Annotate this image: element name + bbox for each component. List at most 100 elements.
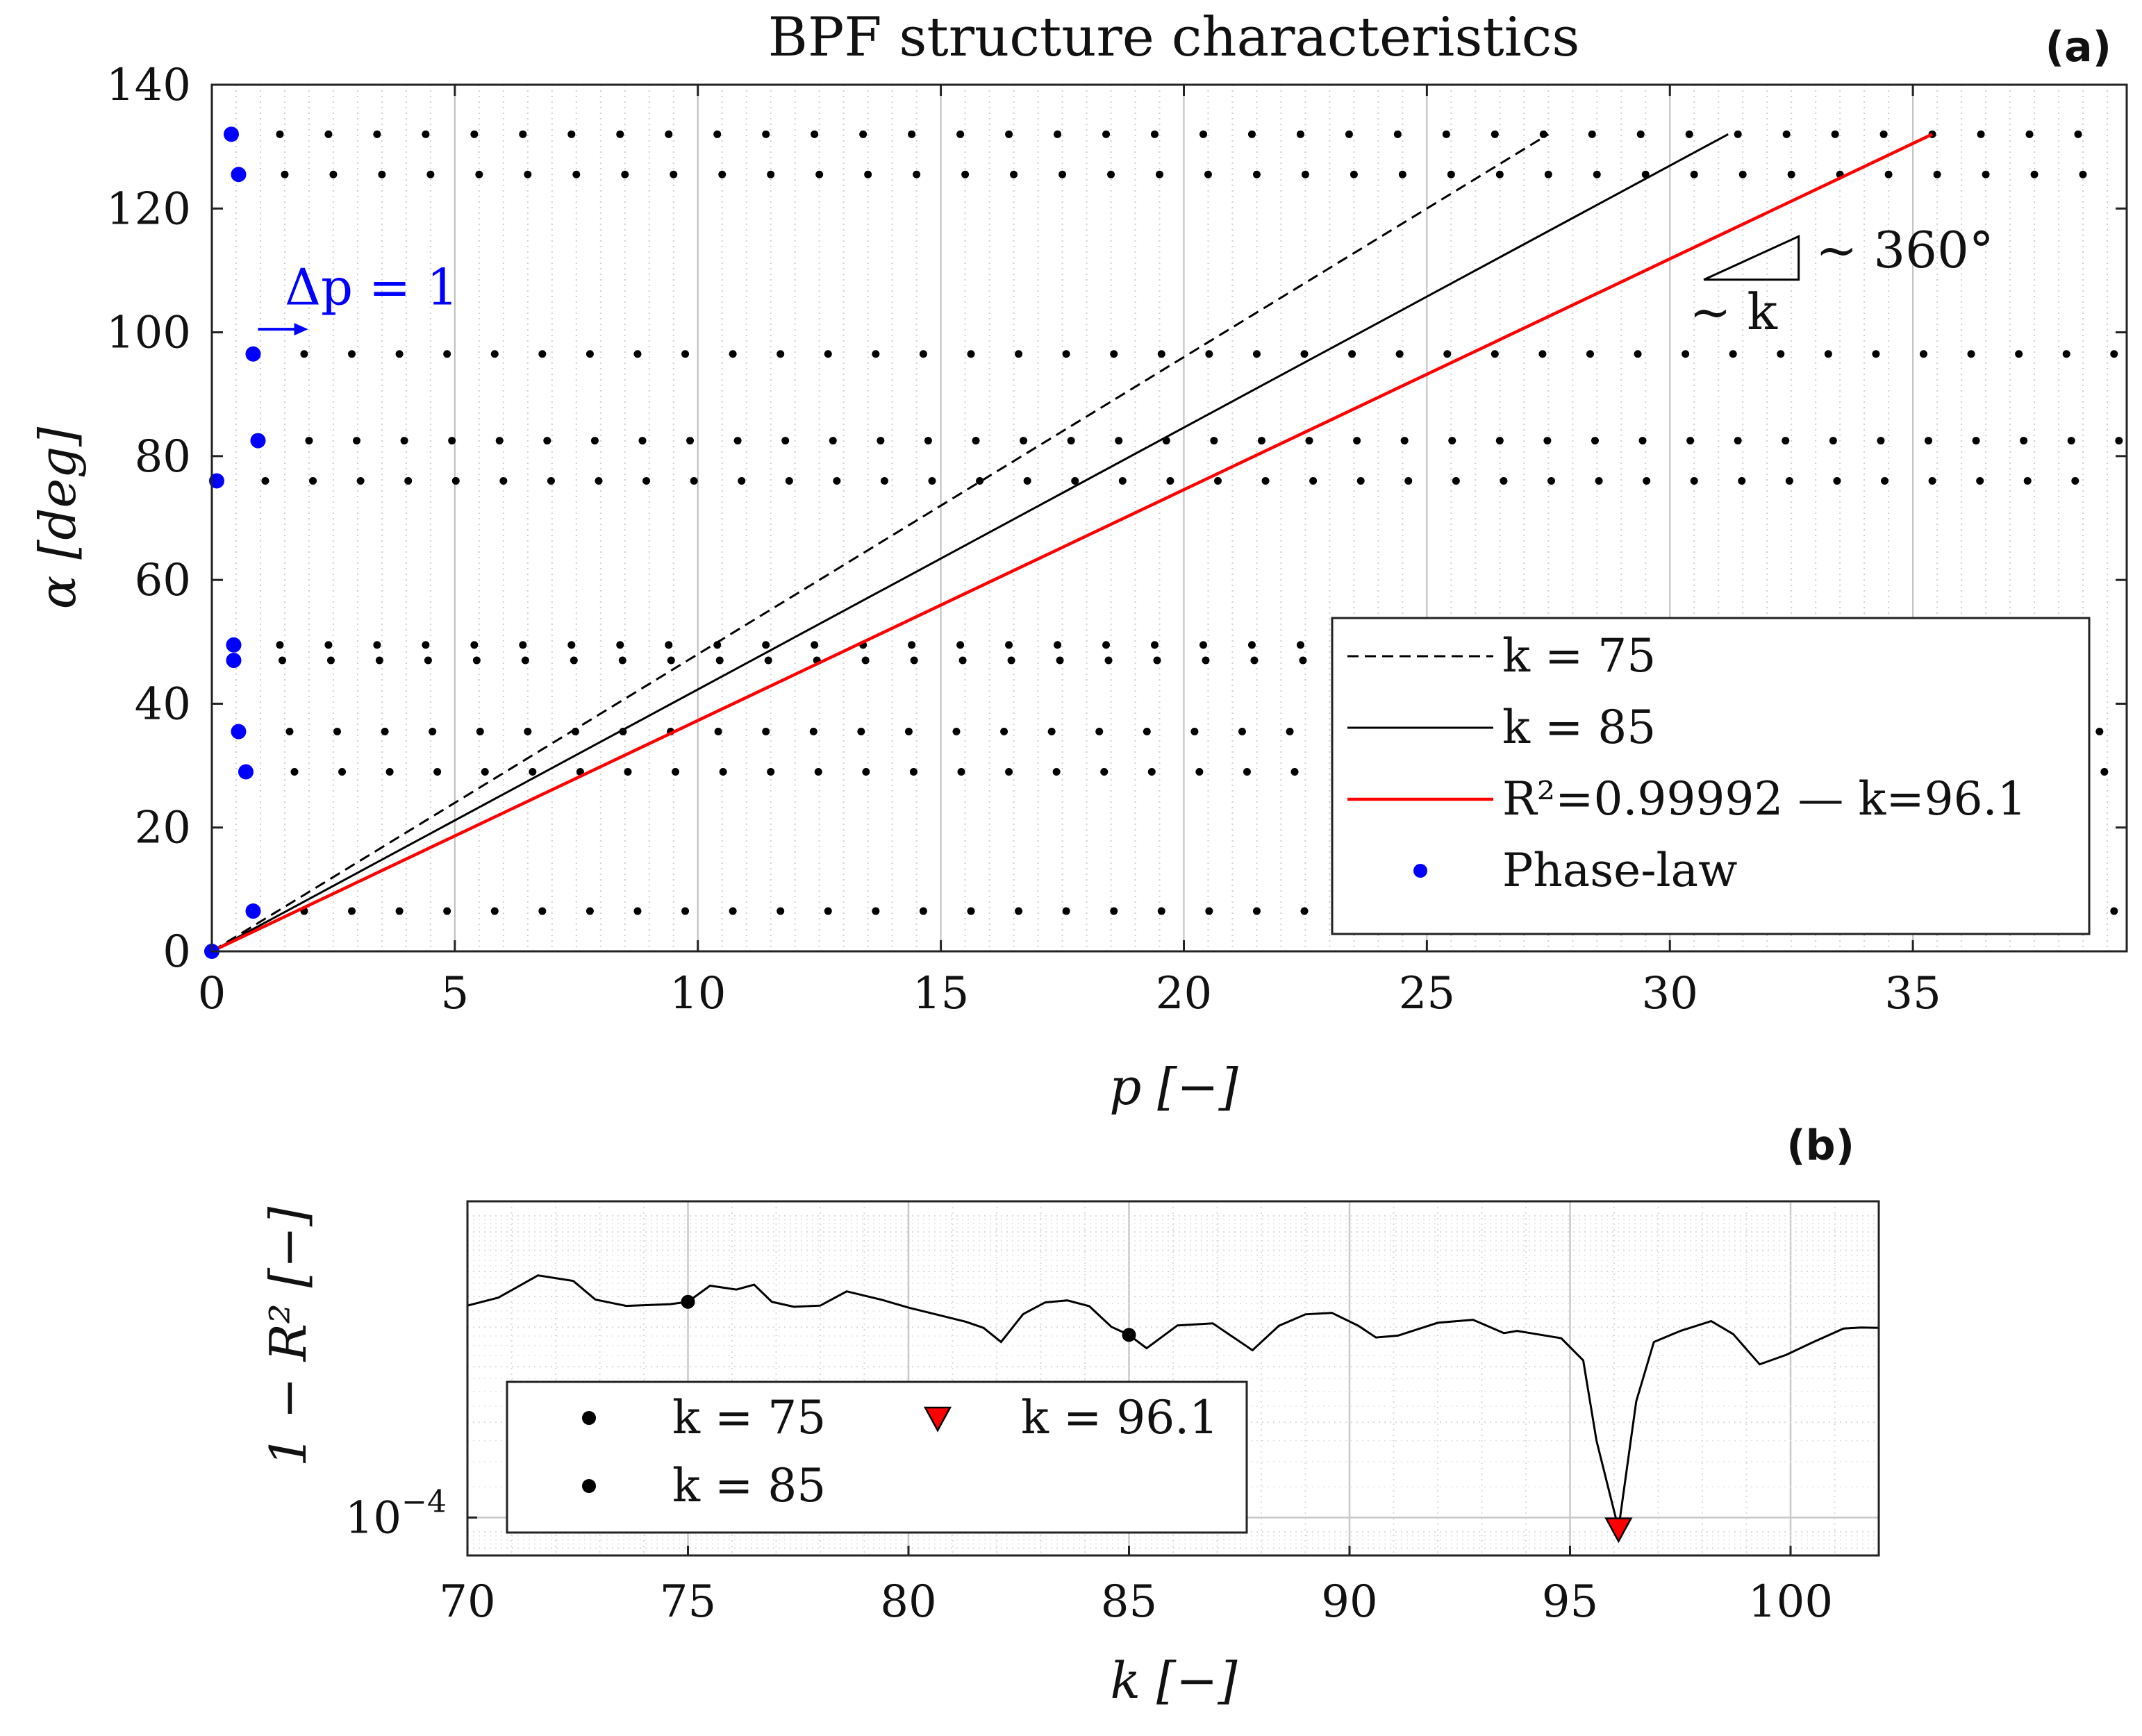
lattice-point — [448, 437, 456, 445]
lattice-point — [499, 477, 508, 485]
lattice-point — [1153, 656, 1161, 665]
lattice-point — [373, 641, 381, 649]
legend-entry-fit-label: R²=0.99992 — k=96.1 — [1502, 772, 2027, 826]
lattice-point — [1067, 437, 1075, 445]
lattice-point — [1500, 477, 1508, 485]
lattice-point — [1095, 728, 1104, 736]
lattice-point — [1734, 130, 1742, 138]
lattice-point — [809, 728, 817, 736]
lattice-point — [1350, 170, 1358, 178]
lattice-point — [1257, 437, 1265, 445]
lattice-point — [616, 641, 624, 649]
lattice-point — [1643, 477, 1651, 485]
lattice-point — [1690, 170, 1698, 178]
lattice-point — [2115, 437, 2123, 445]
lattice-point — [1928, 477, 1936, 485]
lattice-point — [1544, 170, 1552, 178]
lattice-point — [1054, 641, 1062, 649]
x-tick-label: 15 — [913, 968, 969, 1019]
lattice-point — [638, 437, 647, 445]
lattice-point — [424, 656, 432, 665]
lattice-point — [470, 641, 479, 649]
lattice-point — [1782, 437, 1790, 445]
lattice-point — [529, 767, 537, 776]
lattice-point — [1829, 437, 1837, 445]
lattice-point — [1300, 907, 1309, 915]
lattice-point — [1638, 437, 1647, 445]
lattice-point — [1015, 350, 1023, 358]
lattice-point — [729, 907, 737, 915]
panel-b-markers — [681, 1294, 1633, 1544]
lattice-point — [1199, 130, 1207, 138]
lattice-point — [1982, 170, 1990, 178]
lattice-point — [633, 907, 642, 915]
lattice-point — [2062, 350, 2070, 358]
lattice-point — [1539, 130, 1547, 138]
lattice-point — [1210, 437, 1218, 445]
lattice-point — [586, 350, 594, 358]
lattice-point — [1588, 130, 1596, 138]
lattice-point — [1933, 170, 1941, 178]
y-tick-label: 60 — [135, 555, 191, 606]
lattice-point — [764, 656, 772, 665]
lattice-point — [733, 437, 742, 445]
lattice-point — [519, 130, 527, 138]
delta-p-annotation: Δp = 1 — [285, 258, 458, 316]
lattice-point — [1881, 477, 1889, 485]
lattice-point — [1300, 350, 1309, 358]
slope-rise-annotation: ~ 360° — [1816, 221, 1994, 279]
phase-law-point — [245, 903, 261, 919]
lattice-point — [378, 170, 386, 178]
lattice-point — [824, 350, 832, 358]
delta-p-arrow-head — [294, 323, 308, 336]
lattice-point — [422, 641, 430, 649]
lattice-point — [567, 130, 576, 138]
lattice-point — [1058, 170, 1067, 178]
y-axis-label: α [deg] — [28, 426, 87, 609]
lattice-point — [1395, 350, 1404, 358]
lattice-point — [1199, 641, 1207, 649]
lattice-point — [618, 656, 626, 665]
lattice-point — [2095, 728, 2104, 736]
legend-b-label-2: k = 85 — [672, 1459, 826, 1512]
lattice-point — [1547, 477, 1556, 485]
lattice-point — [967, 350, 975, 358]
lattice-point — [908, 130, 916, 138]
panel-a-plot-frame — [210, 83, 2128, 953]
lattice-point — [1205, 350, 1213, 358]
lattice-point — [1348, 350, 1356, 358]
lattice-point — [919, 350, 927, 358]
lattice-point — [1976, 477, 1984, 485]
phase-law-point — [226, 653, 242, 669]
lattice-point — [616, 130, 624, 138]
lattice-point — [2074, 130, 2082, 138]
lattice-point — [1538, 350, 1547, 358]
lattice-point — [665, 641, 673, 649]
lattice-point — [300, 350, 308, 358]
lattice-point — [672, 767, 680, 776]
phase-law-point — [223, 126, 239, 142]
lattice-point — [1353, 437, 1361, 445]
lattice-point — [338, 767, 347, 776]
lattice-point — [928, 477, 936, 485]
panel-a-tick-labels: 0 5 10 15 20 25 30 35 0 20 40 60 80 100 120 140 — [106, 60, 2127, 1019]
lattice-point — [1047, 728, 1056, 736]
lattice-point — [490, 350, 499, 358]
lattice-point — [572, 170, 581, 178]
lattice-point — [1879, 130, 1888, 138]
lattice-point — [1447, 170, 1455, 178]
lattice-point — [595, 477, 603, 485]
lattice-point — [1452, 477, 1460, 485]
x-tick-label: 35 — [1884, 968, 1941, 1019]
lattice-point — [762, 728, 770, 736]
lattice-point — [1296, 130, 1304, 138]
lattice-point — [1404, 477, 1413, 485]
legend-box — [1331, 617, 2091, 935]
lattice-point — [333, 728, 342, 736]
lattice-point — [586, 907, 594, 915]
panel-b-plot-frame — [466, 1200, 1880, 1557]
series-1-minus-r2 — [467, 1274, 1879, 1529]
panel-a-fit-lines — [211, 133, 1934, 953]
lattice-point — [1448, 437, 1456, 445]
lattice-point — [767, 170, 775, 178]
